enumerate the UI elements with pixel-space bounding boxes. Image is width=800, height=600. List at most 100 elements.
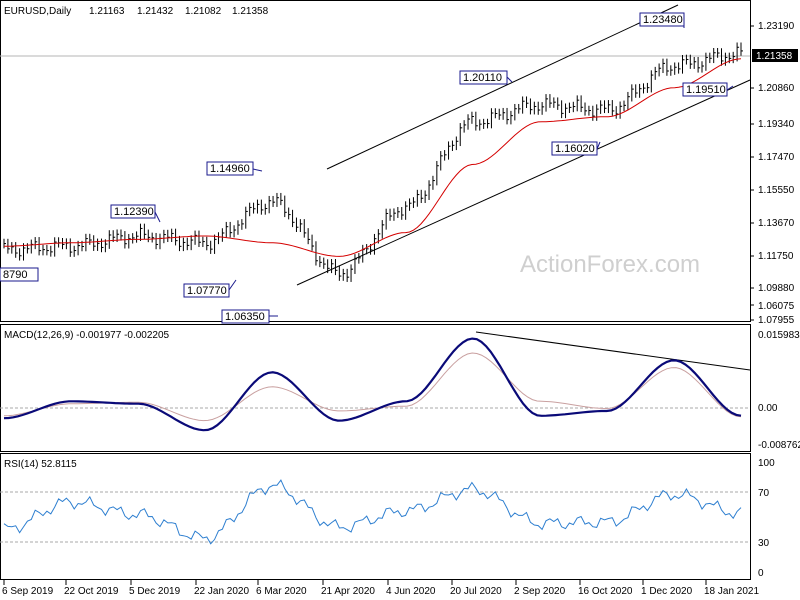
price-bar bbox=[522, 96, 525, 114]
price-bar bbox=[58, 237, 61, 248]
price-bar bbox=[635, 84, 638, 98]
price-bar bbox=[600, 100, 603, 114]
price-bar bbox=[627, 91, 630, 111]
annotation-box bbox=[639, 12, 685, 27]
price-bar bbox=[412, 197, 416, 208]
annotation-box bbox=[221, 309, 270, 324]
price-bar bbox=[440, 151, 443, 171]
price-bar bbox=[697, 56, 701, 73]
price-bar bbox=[61, 237, 65, 250]
price-bar bbox=[362, 244, 365, 263]
price-bar bbox=[100, 238, 104, 253]
price-bar bbox=[490, 108, 494, 129]
price-bar bbox=[436, 160, 439, 186]
price-bar bbox=[576, 95, 580, 112]
price-bar bbox=[217, 232, 221, 245]
price-bar bbox=[198, 230, 201, 248]
annotation-label: 1.23480 bbox=[643, 14, 683, 26]
price-bar bbox=[732, 51, 736, 64]
price-bar bbox=[506, 107, 510, 125]
annotation-1-16020: 1.16020 bbox=[551, 141, 601, 156]
price-bar bbox=[229, 221, 233, 238]
price-bar bbox=[303, 219, 307, 238]
current-price-tag: 1.21358 bbox=[752, 49, 798, 62]
price-bar bbox=[147, 229, 151, 243]
price-bar bbox=[592, 105, 595, 121]
close-value: 1.21358 bbox=[232, 6, 269, 17]
annotation-pointer bbox=[726, 85, 734, 91]
price-bar bbox=[565, 103, 568, 119]
price-bar bbox=[202, 236, 205, 248]
annotation-label: 8790 bbox=[3, 269, 27, 281]
price-bar bbox=[654, 66, 658, 80]
price-bar bbox=[34, 237, 38, 250]
price-bar bbox=[553, 97, 556, 108]
price-bar bbox=[373, 233, 377, 255]
annotation-pointer bbox=[228, 279, 237, 291]
annotation-pointer bbox=[252, 168, 263, 172]
price-panel-frame bbox=[0, 0, 751, 322]
price-tick-label: 1.23190 bbox=[758, 21, 795, 32]
price-axis: 1.23190 1.20860 1.19340 1.17470 1.15550 … bbox=[750, 21, 795, 326]
annotation-1-06350: 1.06350 bbox=[221, 309, 278, 324]
price-bar bbox=[346, 268, 350, 282]
price-bar bbox=[444, 150, 447, 161]
price-bar bbox=[155, 232, 159, 250]
time-tick-label: 6 Mar 2020 bbox=[256, 586, 307, 597]
price-bars bbox=[3, 42, 743, 282]
price-bar bbox=[713, 47, 716, 64]
price-bar bbox=[194, 230, 198, 245]
price-bar bbox=[448, 141, 451, 160]
price-bar bbox=[77, 240, 81, 256]
price-bar bbox=[533, 101, 537, 115]
annotation-box bbox=[183, 283, 230, 298]
price-bar bbox=[358, 253, 361, 264]
price-bar bbox=[120, 229, 123, 241]
price-bar bbox=[682, 55, 685, 74]
price-bar bbox=[276, 192, 279, 207]
price-bar bbox=[151, 232, 155, 243]
price-bar bbox=[643, 83, 646, 94]
price-bar bbox=[225, 221, 229, 238]
price-bar bbox=[561, 100, 564, 119]
price-bar bbox=[233, 225, 237, 238]
price-bar bbox=[572, 101, 576, 113]
price-bar bbox=[405, 201, 408, 220]
price-bar bbox=[639, 83, 642, 98]
price-bar bbox=[354, 254, 357, 274]
price-bar bbox=[299, 219, 303, 232]
price-bar bbox=[253, 202, 256, 214]
annotation-label: 1.14960 bbox=[210, 163, 250, 175]
annotation-box bbox=[682, 82, 728, 97]
price-tick-label: 1.15550 bbox=[758, 185, 795, 196]
price-bar bbox=[295, 217, 299, 232]
price-bar bbox=[280, 192, 283, 206]
price-bar bbox=[459, 123, 463, 147]
price-bar bbox=[338, 265, 342, 281]
rsi-axis: 100 70 30 0 bbox=[758, 458, 775, 579]
price-bar bbox=[545, 94, 549, 112]
price-bar bbox=[206, 236, 209, 251]
annotation-1-20110: 1.20110 bbox=[459, 70, 513, 85]
price-bar bbox=[498, 108, 502, 120]
price-bar bbox=[463, 120, 467, 133]
price-bar bbox=[705, 52, 708, 71]
price-bar bbox=[393, 208, 396, 221]
price-bar bbox=[557, 97, 560, 110]
macd-title: MACD(12,26,9) -0.001977 -0.002205 bbox=[4, 330, 170, 341]
price-bar bbox=[401, 207, 404, 220]
price-bar bbox=[662, 58, 666, 74]
price-bar bbox=[139, 223, 143, 241]
price-tick-label: 1.19340 bbox=[758, 119, 795, 130]
price-bar bbox=[455, 136, 459, 151]
annotation-8790: 8790 bbox=[0, 267, 39, 282]
channel-upper-line bbox=[326, 4, 679, 170]
price-bar bbox=[30, 239, 34, 254]
price-bar bbox=[631, 84, 634, 102]
macd-tick-label: 0.015983 bbox=[758, 330, 800, 341]
time-axis: 6 Sep 2019 22 Oct 2019 5 Dec 2019 22 Jan… bbox=[2, 580, 759, 597]
price-bar bbox=[331, 259, 334, 274]
annotation-box bbox=[459, 70, 508, 85]
price-bar bbox=[128, 233, 131, 249]
price-bar bbox=[272, 195, 276, 207]
